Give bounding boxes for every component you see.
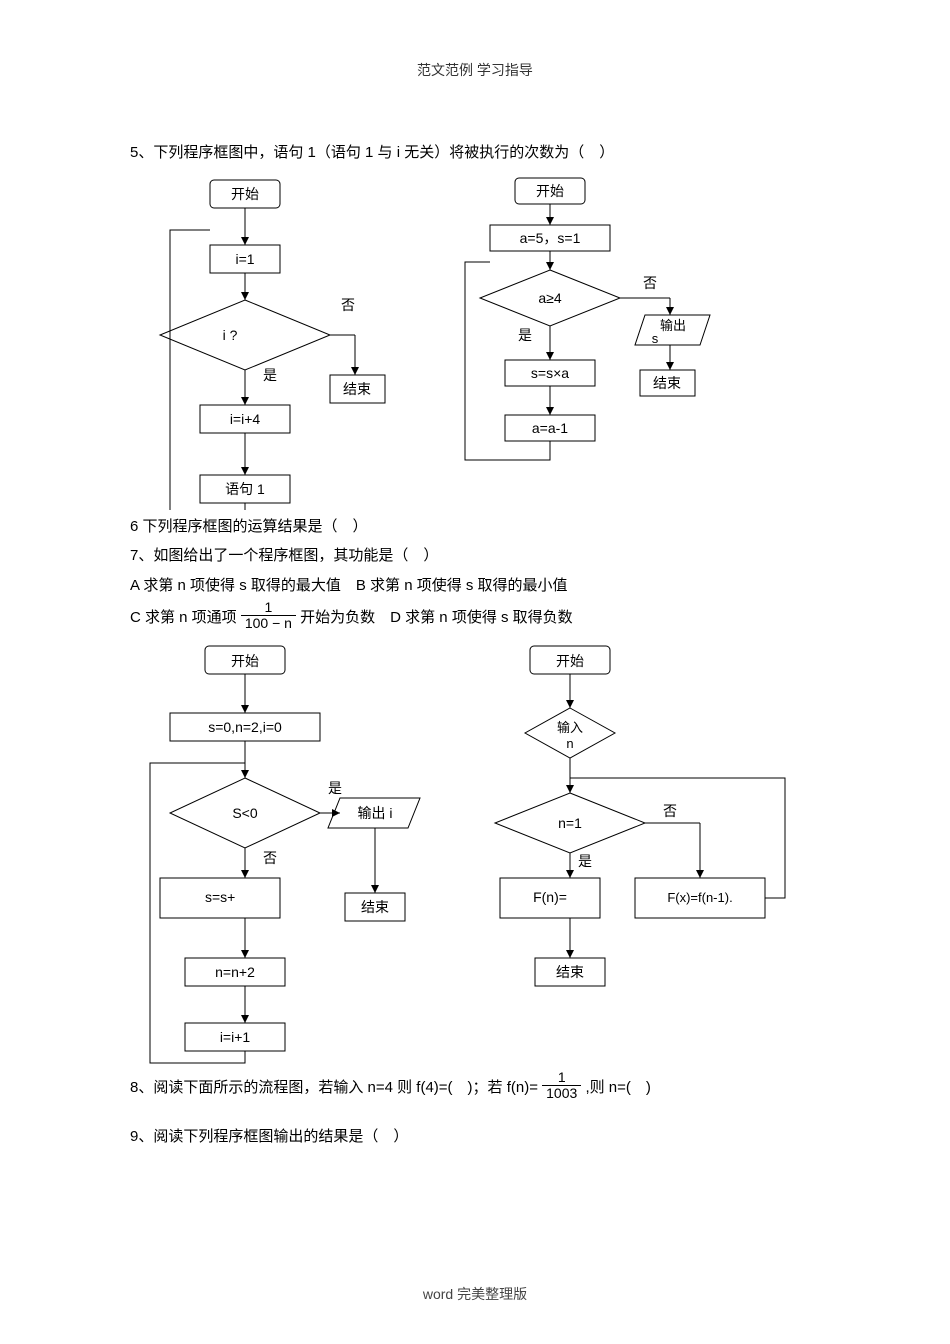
fc4-yes: 是: [578, 853, 592, 869]
fc2-cond: a≥4: [538, 290, 561, 306]
fc3-out: 输出 i: [358, 805, 393, 821]
question-8: 8、阅读下面所示的流程图，若输入 n=4 则 f(4)=( )；若 f(n)= …: [130, 1072, 820, 1104]
fc2-body: s=s×a: [531, 365, 569, 381]
fc2-step: a=a-1: [532, 420, 568, 436]
flowchart-1: 开始 i=1 i ? 否 是 结束 i=i+4 语句 1: [130, 170, 400, 510]
flowchart-4: 开始 输入 n n=1 否 是 F(n)= F(x)=f(n-1). 结束: [460, 638, 800, 1038]
q7-c-prefix: C 求第 n 项通项: [130, 609, 237, 626]
fc1-start: 开始: [231, 186, 259, 202]
q8-frac-num: 1: [542, 1070, 581, 1086]
fc2-yes: 是: [518, 327, 532, 343]
question-9: 9、阅读下列程序框图输出的结果是（ ）: [130, 1124, 820, 1150]
fc4-end: 结束: [556, 964, 584, 980]
fc3-start: 开始: [231, 653, 259, 669]
fc4-no: 否: [663, 803, 677, 819]
question-7-line3: C 求第 n 项通项 1 100 − n 开始为负数 D 求第 n 项使得 s …: [130, 602, 820, 634]
q8-frac-den: 1003: [542, 1086, 581, 1101]
fc4-b1: F(n)=: [533, 889, 567, 905]
fc3-init: s=0,n=2,i=0: [208, 719, 282, 735]
fc1-yes: 是: [263, 367, 277, 383]
flowchart-2: 开始 a=5，s=1 a≥4 否 是 输出 s s=s×a 结束 a=a-1: [430, 170, 730, 490]
q8-fraction: 1 1003: [542, 1070, 581, 1102]
q7-frac-num: 1: [241, 600, 296, 616]
fc3-step2: i=i+1: [220, 1029, 251, 1045]
fc2-start: 开始: [536, 183, 564, 199]
question-6: 6 下列程序框图的运算结果是（ ）: [130, 514, 820, 540]
fc2-no: 否: [643, 275, 657, 291]
fc4-start: 开始: [556, 653, 584, 669]
fc3-no: 否: [263, 850, 277, 866]
flowcharts-row-1: 开始 i=1 i ? 否 是 结束 i=i+4 语句 1: [130, 170, 820, 510]
q8-b: ,则 n=( ): [585, 1079, 650, 1096]
fc2-end: 结束: [653, 375, 681, 391]
question-5: 5、下列程序框图中，语句 1（语句 1 与 i 无关）将被执行的次数为（ ）: [130, 140, 820, 166]
page: 范文范例 学习指导 5、下列程序框图中，语句 1（语句 1 与 i 无关）将被执…: [0, 0, 950, 1344]
fc1-no: 否: [341, 297, 355, 313]
fc4-in: 输入: [557, 720, 583, 735]
fc2-outv: s: [652, 331, 659, 346]
fc3-yes: 是: [328, 780, 342, 796]
fc3-body: s=s+: [205, 889, 235, 905]
page-footer: word 完美整理版: [0, 1284, 950, 1304]
flowcharts-row-2: 开始 s=0,n=2,i=0 S<0 是 否 输出 i s=s+ 结束 n=n+…: [130, 638, 820, 1068]
q7-fraction: 1 100 − n: [241, 600, 296, 632]
q8-a: 8、阅读下面所示的流程图，若输入 n=4 则 f(4)=( )；若 f(n)=: [130, 1079, 542, 1096]
fc2-out: 输出: [660, 318, 686, 333]
fc2-init: a=5，s=1: [520, 230, 581, 246]
fc1-stmt: 语句 1: [225, 481, 265, 497]
fc3-end: 结束: [361, 899, 389, 915]
fc1-end: 结束: [343, 381, 371, 397]
fc1-cond: i ?: [223, 327, 238, 343]
question-7-line1: 7、如图给出了一个程序框图，其功能是（ ）: [130, 543, 820, 569]
fc3-cond: S<0: [232, 805, 258, 821]
q7-c-suffix: 开始为负数 D 求第 n 项使得 s 取得负数: [300, 609, 573, 626]
fc1-step: i=i+4: [230, 411, 261, 427]
question-7-line2: A 求第 n 项使得 s 取得的最大值 B 求第 n 项使得 s 取得的最小值: [130, 573, 820, 599]
fc1-init: i=1: [235, 251, 254, 267]
flowchart-3: 开始 s=0,n=2,i=0 S<0 是 否 输出 i s=s+ 结束 n=n+…: [130, 638, 430, 1068]
fc4-inv: n: [566, 736, 573, 751]
page-header: 范文范例 学习指导: [130, 60, 820, 80]
fc3-step1: n=n+2: [215, 964, 255, 980]
fc4-cond: n=1: [558, 815, 582, 831]
fc4-b2: F(x)=f(n-1).: [667, 890, 732, 905]
q7-frac-den: 100 − n: [241, 616, 296, 631]
